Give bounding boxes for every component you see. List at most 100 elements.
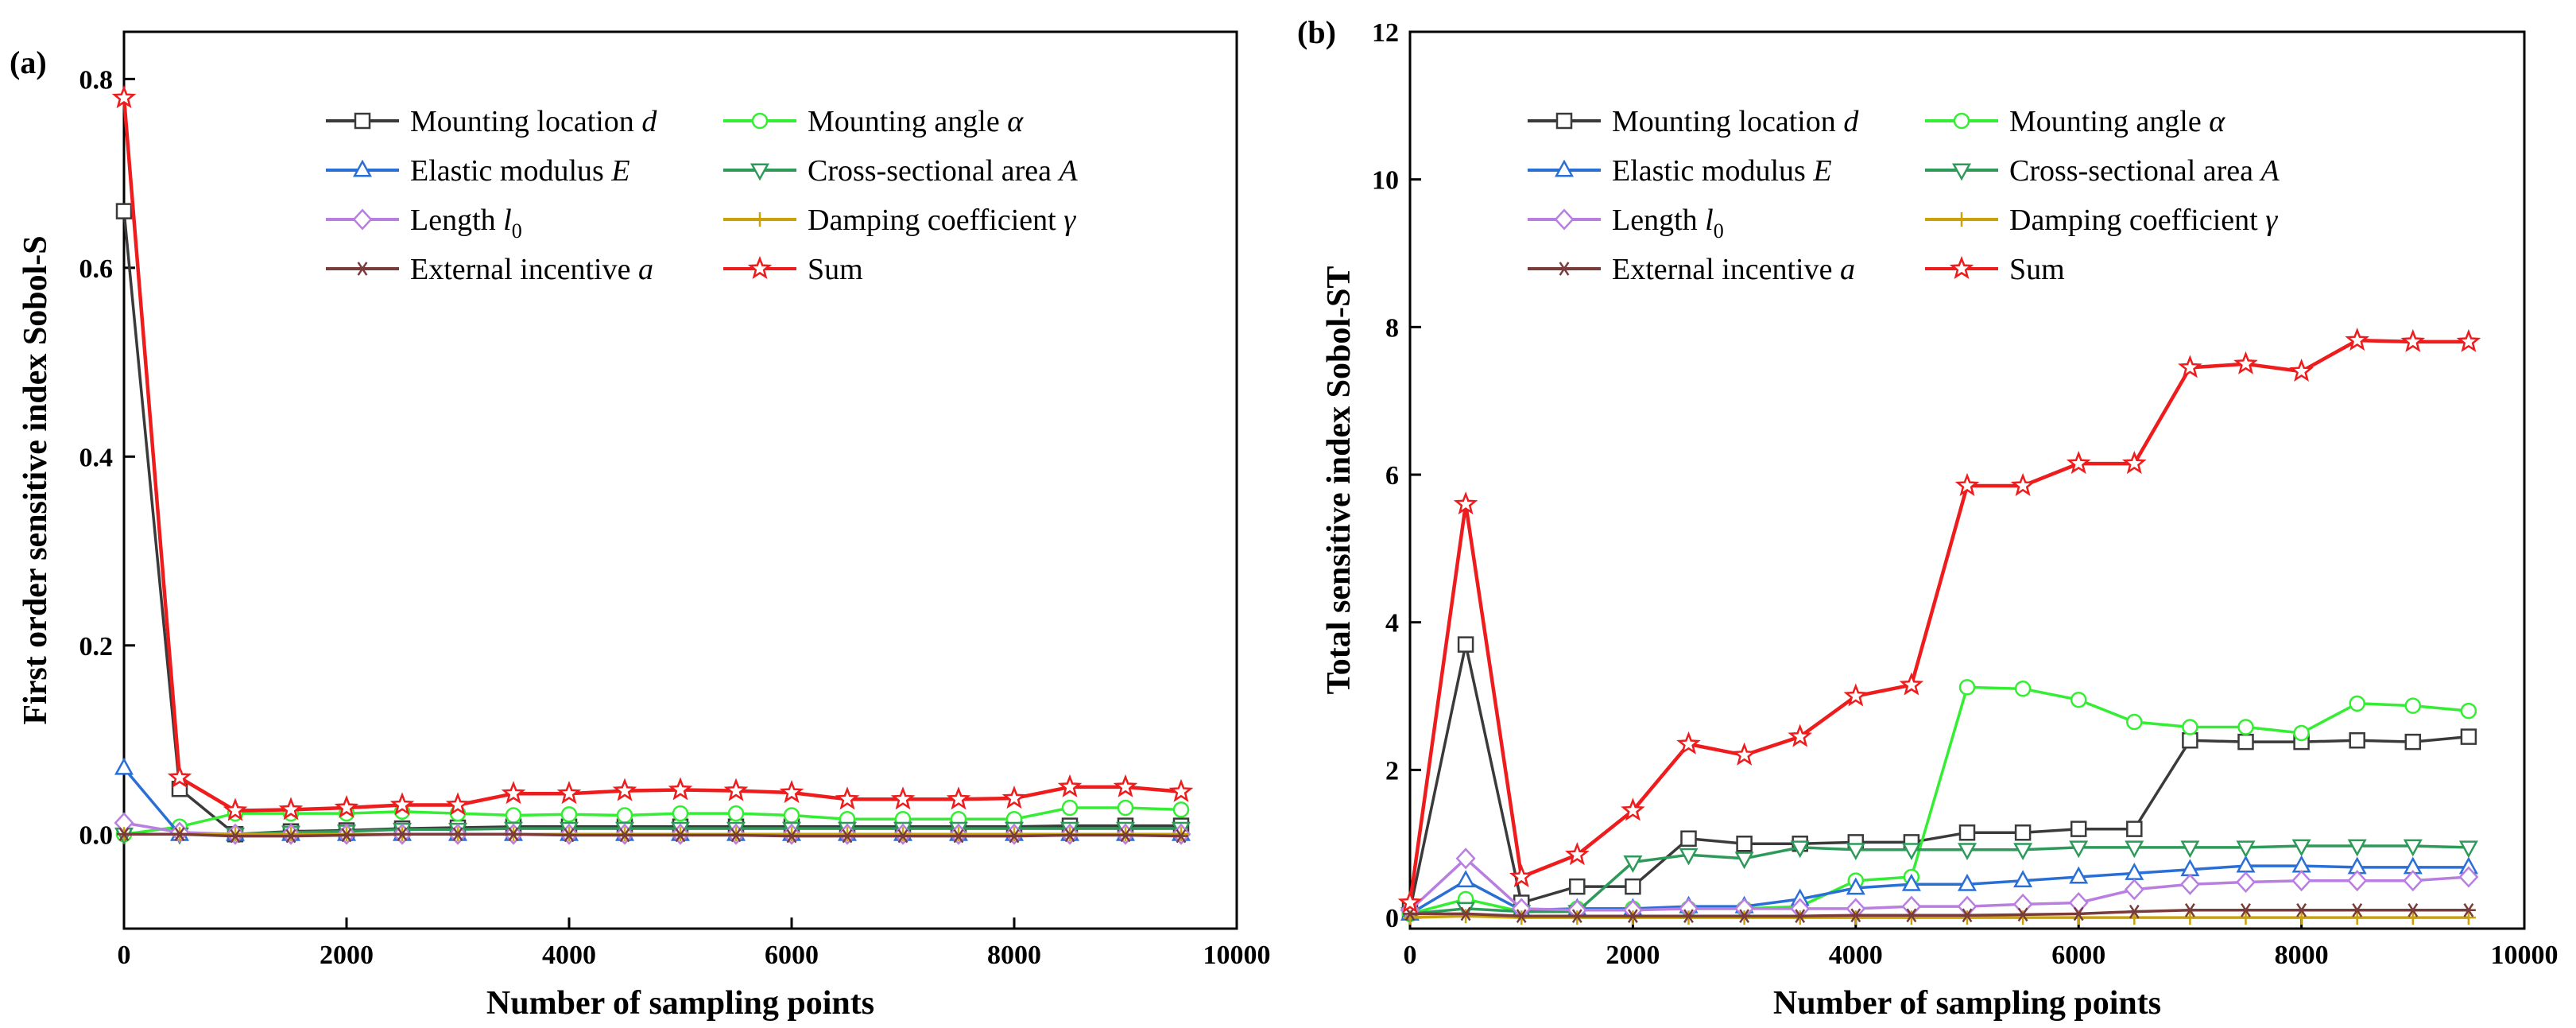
panel-a-point-a <box>284 828 298 844</box>
panel-b-point-alpha <box>2293 724 2310 742</box>
panel-a-point-sum <box>167 764 192 789</box>
panel-b-point-l0 <box>2347 870 2368 892</box>
panel-b-point-alpha <box>2404 697 2422 714</box>
panel-b-ytick-label: 8 <box>1385 313 1399 343</box>
panel-a-point-a <box>1007 828 1021 844</box>
panel-b-point-A <box>2291 839 2311 857</box>
panel-a-point-gamma <box>284 827 298 842</box>
panel-a-ylabel: First order sensitive index Sobol-S <box>17 235 54 724</box>
panel-a-line-alpha <box>123 806 1182 836</box>
panel-b-point-alpha <box>2014 681 2032 697</box>
panel-b-point-gamma <box>1960 910 1974 925</box>
panel-b-point-A <box>2180 840 2200 859</box>
panel-a-legend-label-A: Cross-sectional area A <box>808 154 1079 188</box>
panel-a-legend-item-gamma: Damping coefficient γ <box>723 204 1076 237</box>
panel-a-line-E <box>122 766 1181 836</box>
panel-b-series-d <box>1401 636 2477 919</box>
panel-b-legend-marker-l0 <box>1554 208 1575 231</box>
panel-a-point-gamma <box>1007 827 1021 842</box>
panel-a-point-E <box>114 757 134 775</box>
panel-b-point-gamma <box>2183 910 2198 925</box>
panel-b-point-a <box>1792 909 1807 924</box>
panel-a-legend-marker-a <box>355 262 370 276</box>
panel-b-point-l0 <box>2291 870 2312 892</box>
panel-b-ytick-label: 10 <box>1372 166 1399 196</box>
panel-a-point-gamma <box>228 827 242 842</box>
panel-a-line-A <box>124 827 1181 836</box>
panel-b-ylabel: Total sensitive index Sobol-ST <box>1321 266 1358 695</box>
panel-a-point-sum <box>501 781 526 805</box>
panel-b-point-sum <box>1509 863 1534 888</box>
panel-b-line-sum <box>1408 338 2469 903</box>
panel-b-point-l0 <box>2068 891 2089 914</box>
panel-a-point-a <box>673 828 688 843</box>
panel-b-point-a <box>2405 902 2420 917</box>
panel-a-legend-item-alpha: Mounting angle α <box>723 105 1024 138</box>
panel-b-legend-item-d: Mounting location d <box>1528 105 1859 138</box>
panel-a-legend-item-l0: Length l0 <box>326 204 522 242</box>
panel-b-legend-marker-sum <box>1949 255 1974 279</box>
panel-a-legend-label-alpha: Mounting angle α <box>808 105 1024 138</box>
panel-b-point-sum <box>2400 328 2426 352</box>
panel-a-point-sum <box>946 786 971 810</box>
panel-a-legend-item-sum: Sum <box>723 253 863 286</box>
panel-b-point-sum <box>2178 355 2202 378</box>
panel-b-xtick-label: 2000 <box>1606 941 1660 970</box>
panel-a-label: (a) <box>10 45 47 80</box>
panel-b-line-gamma <box>1409 914 2469 919</box>
panel-a-legend-marker-l0 <box>352 208 373 231</box>
panel-b-legend-marker-gamma <box>1954 212 1969 227</box>
panel-b-label: (b) <box>1297 14 1336 50</box>
panel-b-point-A <box>2347 839 2367 857</box>
panel-b-legend-item-A: Cross-sectional area A <box>1925 154 2280 188</box>
panel-b-point-gamma <box>1848 910 1863 925</box>
panel-b-legend-marker-d <box>1555 112 1573 130</box>
panel-b-point-gamma <box>2238 910 2253 925</box>
panel-a-plot-frame <box>122 30 1238 930</box>
panel-a-point-alpha <box>505 807 522 824</box>
panel-b-point-gamma <box>1458 909 1474 924</box>
panel-b-point-sum <box>1843 683 1869 707</box>
panel-b-point-a <box>1458 906 1474 921</box>
panel-b-point-A <box>2069 840 2089 859</box>
panel-b-ytick-label: 2 <box>1385 756 1399 786</box>
panel-a-series <box>111 85 1194 845</box>
panel-a-legend-label-d: Mounting location d <box>410 105 657 138</box>
panel-a-legend-marker-gamma <box>753 212 767 227</box>
panel-a-legend-marker-d <box>354 112 371 130</box>
panel-b-point-A <box>2236 840 2256 859</box>
panel-a-ytick-label: 0.2 <box>79 632 114 661</box>
panel-b-point-E <box>1957 873 1978 891</box>
panel-a-xlabel: Number of sampling points <box>486 985 874 1022</box>
panel-b-legend-marker-alpha <box>1953 112 1970 130</box>
panel-a-point-alpha <box>616 807 633 824</box>
panel-b-point-d <box>2014 824 2032 841</box>
panel-a-point-a <box>951 828 966 844</box>
panel-a-point-gamma <box>1174 827 1188 842</box>
panel-b-point-sum <box>1621 797 1645 821</box>
panel-b-ytick-label: 0 <box>1385 904 1399 933</box>
panel-a-point-sum <box>779 779 804 804</box>
panel-a-ytick-label: 0.0 <box>79 820 114 850</box>
panel-b-point-sum <box>1397 890 1423 914</box>
panel-a-point-a <box>172 827 187 842</box>
panel-b-point-l0 <box>2235 871 2256 894</box>
panel-b-point-a <box>2238 902 2253 917</box>
panel-b-point-a <box>1904 908 1919 923</box>
panel-b-legend-marker-A <box>1951 163 1972 181</box>
panel-a-point-a <box>784 828 799 844</box>
panel-b-point-A <box>2403 839 2423 857</box>
panel-a-point-sum <box>612 778 637 801</box>
panel-b-point-a <box>2461 902 2476 917</box>
panel-a-legend-label-l0: Length l0 <box>410 204 522 242</box>
panel-b-point-a <box>1737 909 1752 924</box>
panel-a-point-sum <box>223 797 248 821</box>
panel-a-point-sum <box>278 797 304 820</box>
panel-b-point-d <box>1958 824 1976 841</box>
panel-b-point-sum <box>1676 731 1701 755</box>
panel-a-point-gamma <box>784 827 799 842</box>
panel-a-legend-item-E: Elastic modulus E <box>326 154 630 188</box>
panel-b-point-A <box>2013 843 2033 861</box>
panel-a-point-a <box>339 828 354 843</box>
panel-b-legend-label-sum: Sum <box>2009 253 2065 286</box>
